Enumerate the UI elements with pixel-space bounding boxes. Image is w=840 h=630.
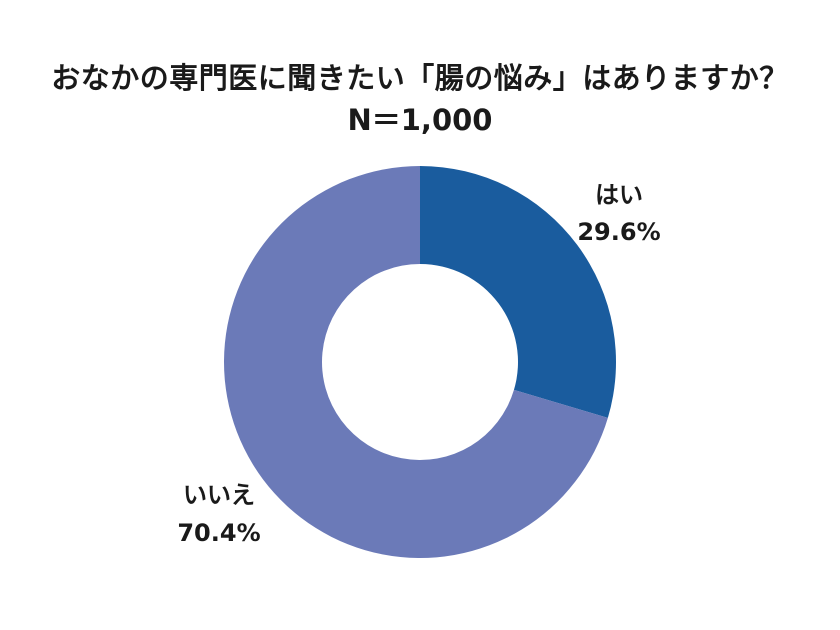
slice-hai	[420, 166, 617, 418]
chart-title: おなかの専門医に聞きたい「腸の悩み」はありますか？	[51, 61, 789, 95]
chart-subtitle: N＝1,000	[347, 103, 493, 137]
donut-slices	[224, 166, 617, 558]
slice-label-hai-value: 29.6%	[577, 218, 660, 246]
slice-iie	[224, 166, 608, 558]
slice-label-iie-category: いいえ	[183, 481, 255, 509]
slice-label-iie-value: 70.4%	[177, 519, 260, 547]
slice-labels: はい 29.6% いいえ 70.4%	[177, 181, 660, 547]
slice-label-hai-category: はい	[595, 181, 643, 209]
